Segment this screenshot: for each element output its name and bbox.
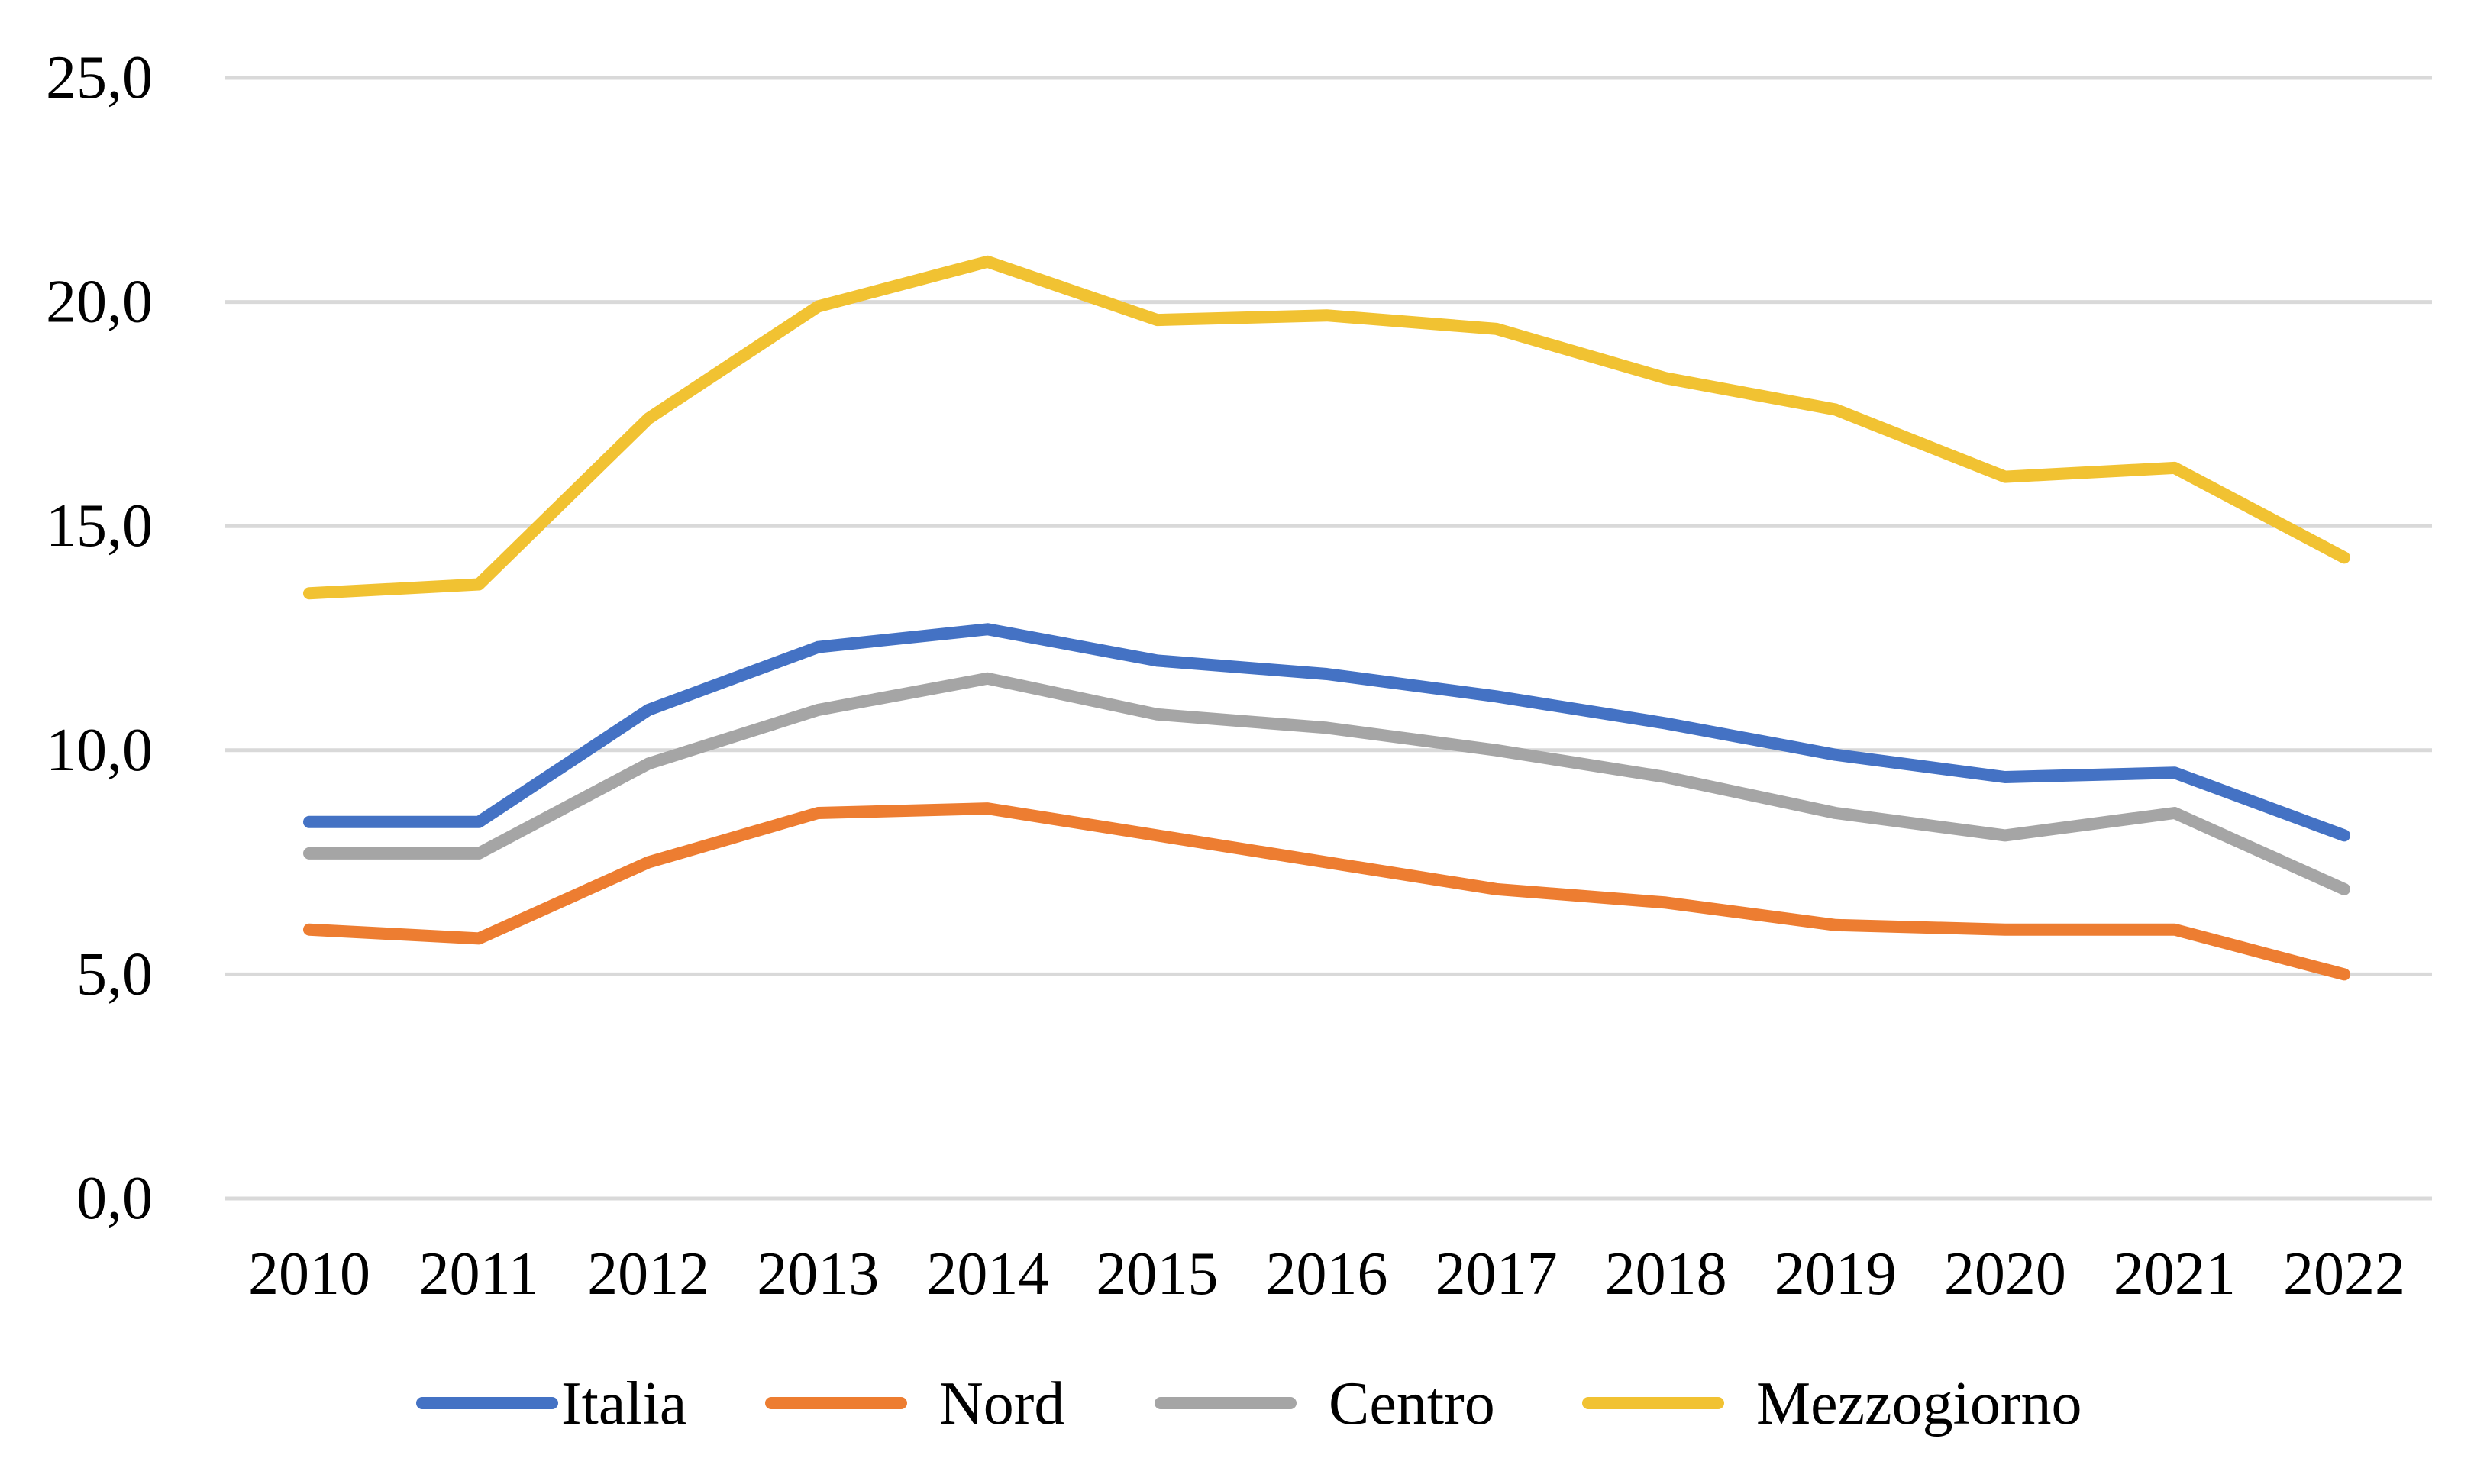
legend-label-centro: Centro: [1329, 1370, 1495, 1437]
x-tick-label: 2010: [248, 1240, 370, 1308]
y-tick-label: 10,0: [46, 717, 153, 784]
x-tick-label: 2016: [1266, 1240, 1388, 1308]
legend-label-nord: Nord: [939, 1370, 1064, 1437]
x-tick-label: 2015: [1096, 1240, 1218, 1308]
legend-label-italia: Italia: [561, 1370, 686, 1437]
gridlines: [225, 76, 2432, 1201]
legend: Italia Nord Centro Mezzogiorno: [416, 1370, 2082, 1437]
x-tick-label: 2013: [757, 1240, 879, 1308]
x-tick-label: 2011: [419, 1240, 539, 1308]
x-tick-label: 2021: [2114, 1240, 2236, 1308]
series-line-mezzogiorno: [303, 255, 2350, 600]
x-tick-label: 2022: [2283, 1240, 2405, 1308]
y-tick-label: 15,0: [46, 492, 153, 560]
x-tick-label: 2017: [1436, 1240, 1558, 1308]
y-tick-label: 5,0: [76, 940, 153, 1008]
x-tick-label: 2014: [926, 1240, 1048, 1308]
x-tick-label: 2019: [1775, 1240, 1897, 1308]
y-tick-label: 20,0: [46, 269, 153, 336]
y-tick-label: 25,0: [46, 44, 153, 111]
y-axis-ticks: 0,0 5,0 10,0 15,0 20,0 25,0: [46, 44, 153, 1232]
x-tick-label: 2012: [587, 1240, 709, 1308]
x-axis-ticks: 2010 2011 2012 2013 2014 2015 2016 2017 2018 2019…: [248, 1240, 2405, 1308]
legend-label-mezzogiorno: Mezzogiorno: [1756, 1370, 2082, 1437]
series-lines: [303, 255, 2350, 981]
y-tick-label: 0,0: [76, 1165, 153, 1232]
x-tick-label: 2018: [1605, 1240, 1727, 1308]
x-tick-label: 2020: [1944, 1240, 2066, 1308]
